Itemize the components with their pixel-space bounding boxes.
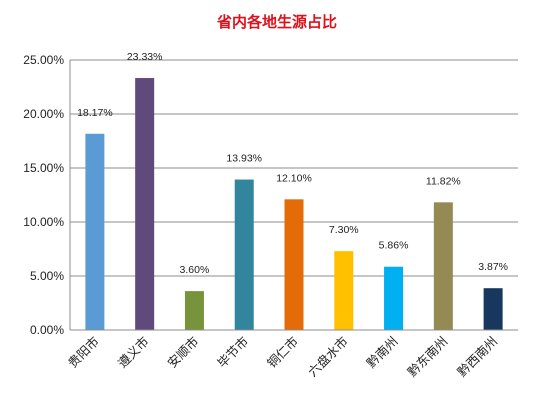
bar (234, 179, 254, 330)
y-tick-label: 0.00% (30, 323, 64, 337)
x-tick-label: 遵义市 (115, 334, 152, 371)
data-label: 7.30% (329, 224, 359, 236)
data-label: 3.87% (478, 261, 508, 273)
x-axis: 贵阳市 遵义市 安顺市 毕节市 铜仁市 六盘水市 黔南州 黔东南州 黔西南州 (65, 329, 518, 380)
x-tick-label: 黔东南州 (404, 334, 450, 380)
chart-title: 省内各地生源占比 (216, 13, 337, 31)
x-tick-label: 毕节市 (214, 334, 251, 371)
data-label: 12.10% (276, 172, 312, 184)
bar (135, 78, 155, 330)
x-tick-label: 贵阳市 (65, 334, 102, 371)
bar (184, 291, 204, 330)
bar (85, 133, 105, 330)
data-labels: 18.17% 23.33% 3.60% 13.93% 12.10% 7.30% 5.86% 1… (77, 51, 508, 276)
data-label: 11.82% (426, 175, 461, 187)
x-tick-label: 黔南州 (364, 334, 401, 371)
x-tick-label: 铜仁市 (264, 334, 301, 371)
data-label: 5.86% (379, 240, 409, 252)
x-tick-label: 安顺市 (164, 334, 201, 371)
y-tick-label: 25.00% (23, 53, 64, 67)
bars (85, 78, 503, 330)
x-tick-label: 黔西南州 (454, 334, 500, 380)
data-label: 18.17% (77, 107, 113, 119)
y-axis: 0.00% 5.00% 10.00% 15.00% 20.00% 25.00% (23, 53, 71, 337)
bar (334, 251, 354, 330)
data-label: 3.60% (180, 264, 210, 276)
x-tick-label: 六盘水市 (305, 334, 351, 380)
bar (384, 266, 404, 330)
bar (284, 199, 304, 330)
data-label: 23.33% (127, 51, 163, 63)
bar (483, 288, 503, 330)
y-tick-label: 10.00% (23, 215, 64, 229)
y-tick-label: 15.00% (23, 161, 64, 175)
y-tick-label: 5.00% (30, 269, 64, 283)
bar (433, 202, 453, 330)
y-tick-label: 20.00% (23, 107, 64, 121)
data-label: 13.93% (226, 153, 262, 165)
